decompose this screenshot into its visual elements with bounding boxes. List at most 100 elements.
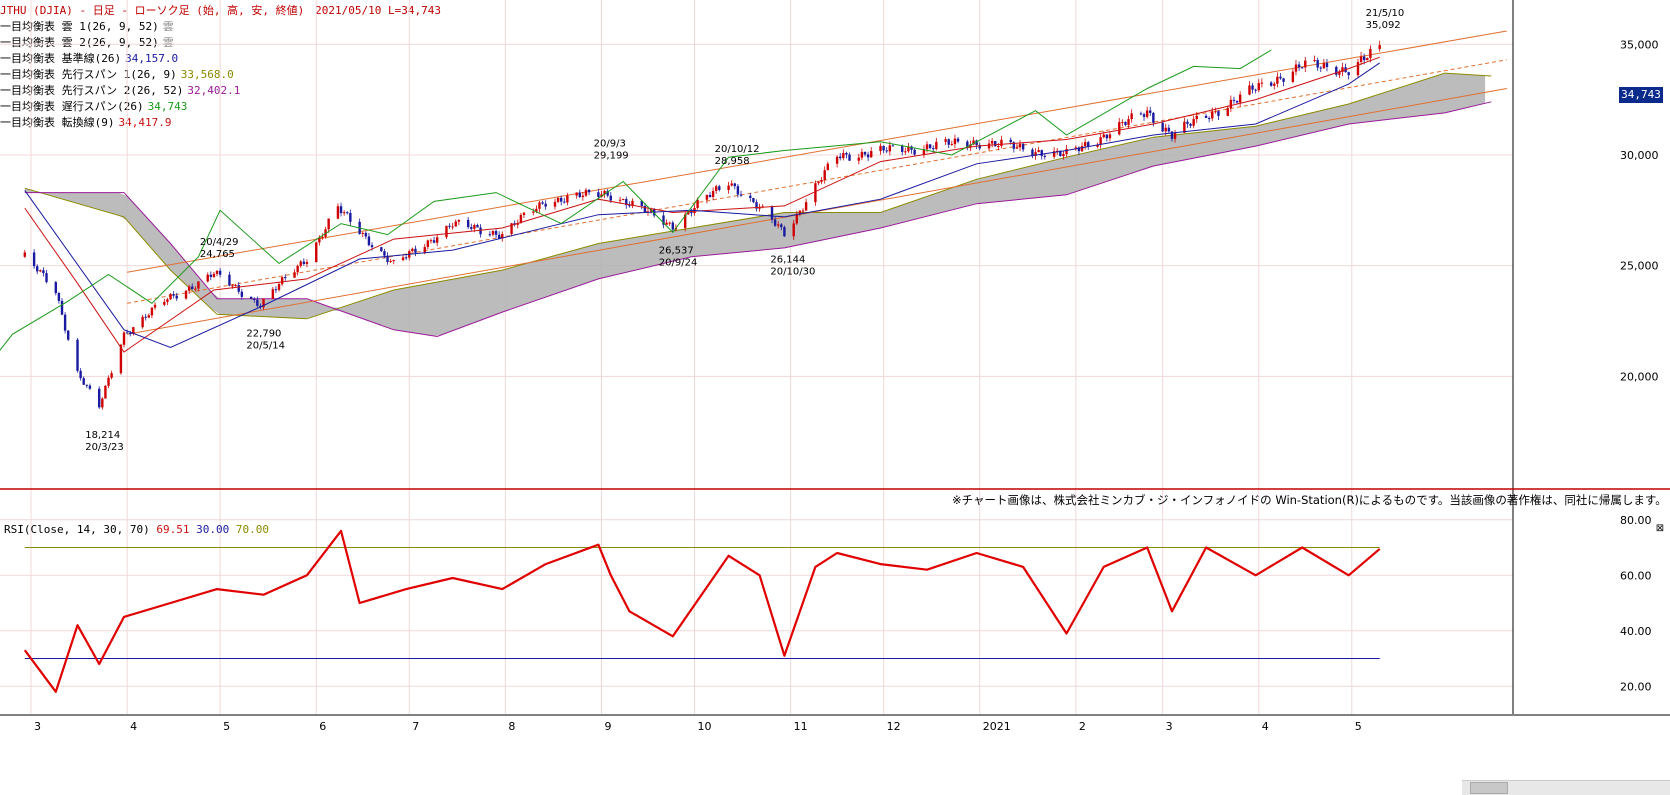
candle-body — [932, 148, 935, 150]
candle-body — [953, 138, 957, 145]
candle-body — [79, 370, 82, 379]
rsi-legend: RSI(Close, 14, 30, 70) 69.51 30.00 70.00 — [4, 523, 269, 536]
candle-body — [739, 194, 743, 196]
x-tick-label: 4 — [1262, 720, 1269, 733]
legend-row[interactable]: 一目均衡表 先行スパン 2(26, 52) 32,402.1 — [0, 83, 244, 98]
legend-row[interactable]: 一目均衡表 雲 2(26, 9, 52) 雲 — [0, 35, 178, 50]
candle-body — [1192, 119, 1195, 126]
candle-body — [749, 195, 752, 198]
candle-body — [98, 388, 101, 408]
candle-body — [904, 151, 907, 153]
candle-body — [559, 197, 563, 202]
candle-body — [671, 222, 674, 230]
candle-body — [804, 202, 808, 211]
candle-body — [1291, 71, 1295, 82]
candle-body — [423, 247, 426, 253]
candle-body — [640, 200, 643, 206]
candle-body — [845, 152, 848, 155]
candle-body — [866, 154, 870, 158]
legend-row[interactable]: 一目均衡表 雲 1(26, 9, 52) 雲 — [0, 19, 178, 34]
candle-body — [1065, 148, 1068, 155]
candle-body — [383, 251, 386, 256]
candle-body — [1335, 66, 1338, 75]
candle-body — [1378, 45, 1381, 50]
candle-body — [1276, 76, 1279, 84]
candle-body — [544, 203, 547, 207]
candle-body — [349, 212, 352, 222]
candle-body — [1145, 110, 1149, 117]
rsi-line — [23, 529, 1381, 693]
candle-body — [1273, 83, 1276, 86]
candle-body — [1297, 64, 1301, 68]
candle-body — [978, 144, 981, 149]
candle-body — [817, 181, 820, 184]
grid — [0, 0, 1513, 714]
candle-body — [125, 332, 129, 334]
candle-body — [587, 189, 591, 193]
candle-body — [628, 205, 631, 207]
candle-body — [1316, 60, 1319, 68]
candle-body — [597, 192, 600, 197]
candle-body — [643, 205, 647, 213]
candle-body — [184, 290, 188, 299]
candle-body — [367, 236, 371, 246]
candle-body — [153, 304, 157, 308]
candle-body — [1338, 71, 1341, 75]
candle-body — [451, 226, 454, 228]
candle-body — [206, 274, 209, 282]
rsi-value: 69.51 — [156, 523, 190, 536]
candle-body — [1347, 72, 1350, 76]
candle-body — [1362, 56, 1366, 61]
ichimoku-cloud — [24, 72, 1492, 338]
candle-body — [392, 260, 395, 262]
horizontal-scrollbar[interactable] — [1462, 780, 1670, 795]
trend-upper-line — [127, 30, 1507, 273]
candle-body — [23, 252, 27, 257]
candle-body — [457, 219, 461, 222]
candle-body — [175, 295, 178, 299]
candle-body — [479, 227, 482, 235]
candle-body — [1300, 67, 1304, 69]
candle-body — [1034, 152, 1037, 156]
candle-body — [584, 189, 588, 196]
candle-body — [1021, 143, 1025, 150]
candle-body — [705, 195, 709, 200]
legend-row[interactable]: 一目均衡表 転換線(9) 34,417.9 — [0, 115, 175, 130]
candle-body — [882, 145, 885, 151]
candle-body — [1121, 121, 1124, 123]
candle-body — [1080, 146, 1084, 152]
candle-body — [795, 213, 799, 224]
candle-body — [563, 201, 566, 203]
candle-body — [727, 185, 730, 190]
candle-body — [1170, 131, 1174, 139]
candle-body — [1304, 60, 1307, 68]
candle-body — [488, 234, 492, 236]
scrollbar-thumb[interactable] — [1470, 782, 1508, 794]
candle-body — [1322, 63, 1326, 69]
candle-body — [256, 299, 259, 306]
candle-body — [1142, 114, 1146, 117]
close-icon[interactable]: ⊠ — [1655, 523, 1665, 534]
candle-body — [1043, 155, 1047, 157]
annotation-date: 20/9/3 — [594, 139, 626, 150]
legend-row[interactable]: 一目均衡表 基準線(26) 34,157.0 — [0, 51, 182, 66]
rsi-chart[interactable] — [23, 529, 1381, 693]
candle-body — [119, 344, 123, 374]
legend-value: 雲 — [162, 36, 174, 49]
candle-body — [1294, 64, 1298, 72]
candle-body — [501, 233, 504, 239]
candle-body — [901, 145, 904, 152]
candle-body — [798, 210, 802, 214]
candle-body — [975, 140, 978, 145]
candle-body — [1130, 113, 1133, 120]
candle-body — [315, 242, 318, 263]
candle-body — [380, 247, 383, 252]
candle-body — [820, 179, 823, 182]
candle-body — [1108, 134, 1112, 139]
annotation-value: 26,144 — [770, 254, 805, 265]
x-tick-label: 9 — [604, 720, 611, 733]
legend-row[interactable]: 一目均衡表 遅行スパン(26) 34,743 — [0, 99, 191, 114]
candle-body — [234, 285, 237, 287]
